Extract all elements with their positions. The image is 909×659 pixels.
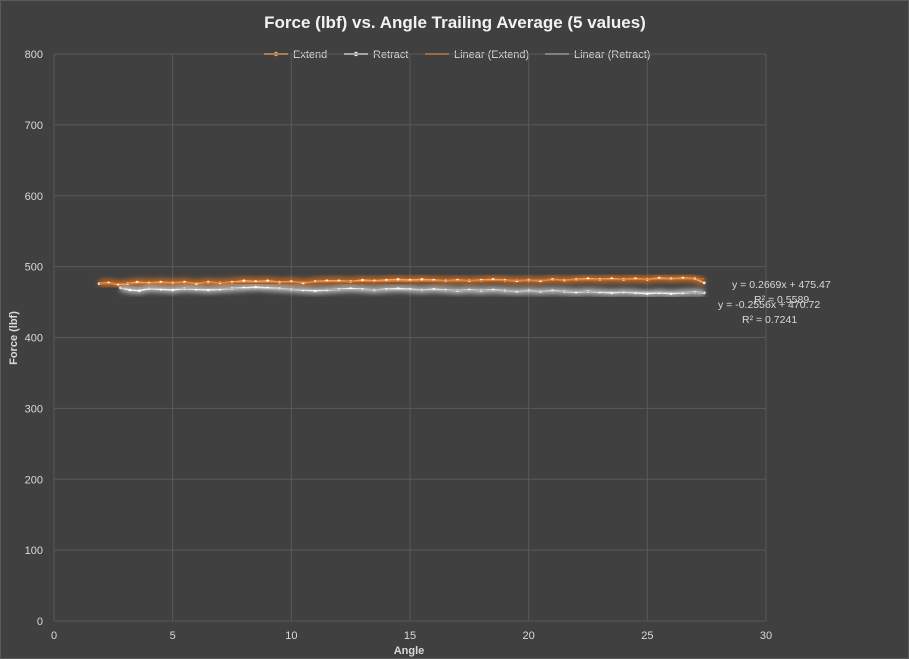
legend: Extend Retract Linear (Extend) Linear (R… (264, 49, 650, 61)
data-point-retract (171, 288, 175, 292)
data-point-retract (128, 288, 132, 292)
data-point-retract (396, 287, 400, 290)
y-tick-label: 600 (25, 191, 43, 203)
gridlines (53, 53, 767, 622)
data-point-extend (420, 278, 424, 281)
data-point-retract (313, 289, 317, 293)
data-point-extend (266, 279, 269, 283)
legend-item-extend: Extend (264, 49, 327, 61)
y-axis-ticks: 0 100 200 300 400 500 600 700 800 (25, 49, 43, 628)
data-point-extend (396, 278, 400, 281)
equation-retract: y = -0.2556x + 470.72 (718, 299, 820, 311)
r-squared-retract: R² = 0.7241 (742, 314, 797, 326)
y-tick-label: 800 (25, 49, 43, 61)
data-point-retract (206, 288, 210, 292)
x-tick-label: 10 (285, 630, 297, 642)
data-point-extend (361, 278, 364, 282)
y-tick-label: 700 (25, 120, 43, 132)
y-axis-label: Force (lbf) (8, 311, 20, 365)
x-tick-label: 20 (523, 630, 535, 642)
y-tick-label: 400 (25, 333, 43, 345)
x-axis-label: Angle (394, 645, 425, 657)
r-squared-extend: R² = 0.5589 (754, 294, 809, 306)
y-tick-label: 100 (25, 545, 43, 557)
plot-area (97, 274, 706, 298)
y-tick-label: 500 (25, 262, 43, 274)
x-axis-ticks: 0 5 10 15 20 25 30 (51, 630, 772, 642)
data-point-extend (702, 281, 706, 285)
trendline-labels: y = 0.2669x + 475.47 R² = 0.5589 y = -0.… (718, 279, 831, 326)
legend-label-linear-extend: Linear (Extend) (454, 49, 529, 61)
trendline-linear-extend (99, 278, 705, 285)
data-point-retract (645, 292, 649, 295)
equation-extend: y = 0.2669x + 475.47 (732, 279, 831, 291)
x-tick-label: 25 (641, 630, 653, 642)
x-tick-label: 0 (51, 630, 57, 642)
data-point-retract (254, 285, 258, 289)
x-tick-label: 30 (760, 630, 772, 642)
y-tick-label: 300 (25, 403, 43, 415)
legend-item-retract: Retract (344, 49, 408, 61)
legend-label-retract: Retract (373, 49, 408, 61)
x-tick-label: 15 (404, 630, 416, 642)
legend-item-linear-retract: Linear (Retract) (545, 49, 650, 61)
x-tick-label: 5 (170, 630, 176, 642)
chart-title: Force (lbf) vs. Angle Trailing Average (… (264, 13, 646, 32)
data-point-extend (242, 279, 246, 283)
data-point-retract (669, 292, 673, 295)
legend-label-extend: Extend (293, 49, 327, 61)
trendline-linear-retract (120, 287, 705, 293)
y-tick-label: 200 (25, 474, 43, 486)
legend-label-linear-retract: Linear (Retract) (574, 49, 650, 61)
y-tick-label: 0 (37, 616, 43, 628)
data-point-retract (138, 289, 141, 293)
legend-item-linear-extend: Linear (Extend) (425, 49, 529, 61)
